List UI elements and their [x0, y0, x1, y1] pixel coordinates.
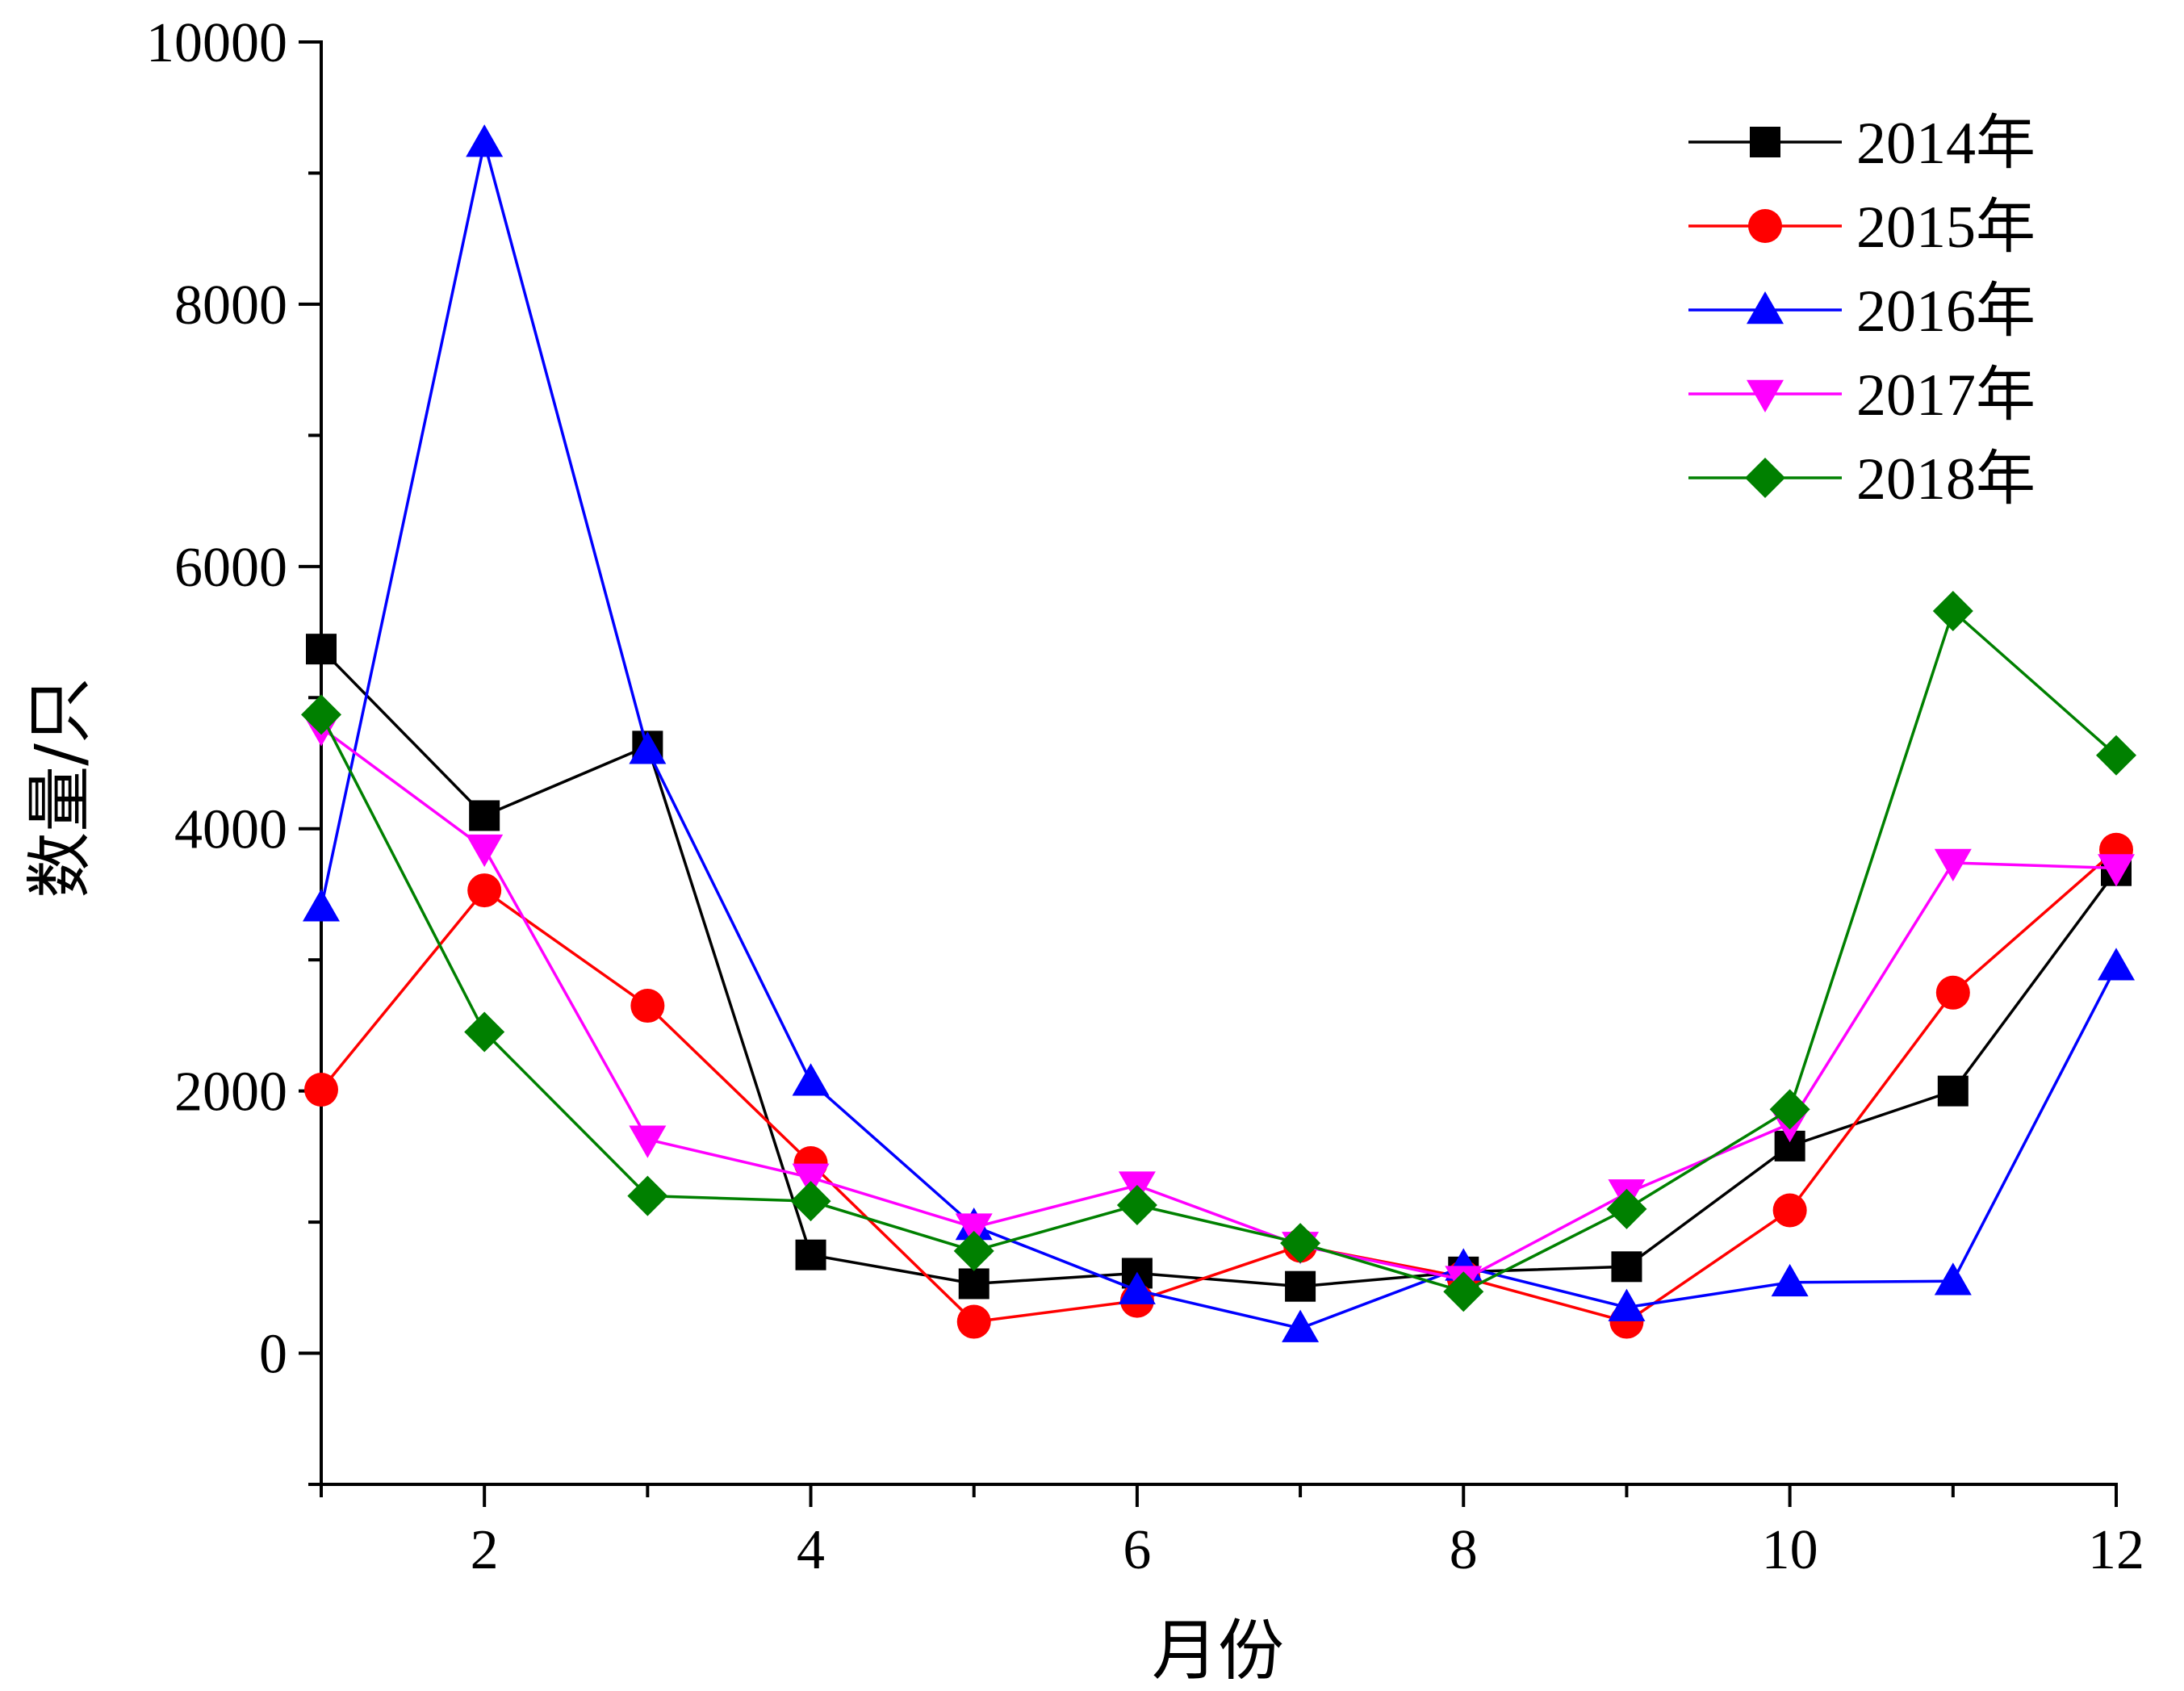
- x-tick-label: 4: [797, 1519, 825, 1581]
- data-point: [1769, 1089, 1810, 1130]
- data-point: [1608, 1288, 1646, 1321]
- y-axis-title: 数量/只: [22, 677, 98, 898]
- data-point: [1443, 1271, 1484, 1312]
- data-point: [464, 1011, 505, 1053]
- data-point: [790, 1181, 831, 1222]
- x-tick-label: 12: [2088, 1519, 2144, 1581]
- legend-label: 2017年: [1856, 362, 2035, 429]
- data-point: [2096, 735, 2136, 776]
- data-point: [1280, 1223, 1321, 1264]
- data-point: [792, 1063, 830, 1096]
- y-tick-label: 0: [259, 1324, 287, 1386]
- axes: 0 2000 4000 6000 8000 10000 2 4 6 8 10 12: [146, 12, 2144, 1581]
- legend-label: 2018年: [1856, 446, 2035, 513]
- y-tick-label: 8000: [174, 274, 287, 337]
- series-5: [301, 591, 2136, 1312]
- data-point: [1932, 591, 1973, 632]
- data-point: [956, 1304, 991, 1339]
- x-tick-label: 10: [1762, 1519, 1818, 1581]
- x-tick-label: 6: [1123, 1519, 1151, 1581]
- series-4: [303, 714, 2135, 1299]
- x-tick-label: 2: [471, 1519, 499, 1581]
- legend-item: 2018年: [1688, 446, 2035, 513]
- y-tick-label: 4000: [174, 799, 287, 861]
- legend-item: 2017年: [1688, 362, 2035, 429]
- data-point: [629, 1125, 667, 1158]
- data-point: [303, 889, 340, 922]
- series-2: [304, 832, 2133, 1339]
- data-point: [953, 1230, 994, 1271]
- data-point: [1934, 1262, 1972, 1295]
- data-point: [466, 834, 504, 868]
- data-point: [1611, 1251, 1642, 1283]
- legend-marker: [1747, 291, 1784, 324]
- series-line: [320, 141, 2118, 1330]
- data-point: [1285, 1270, 1316, 1302]
- data-point: [301, 694, 341, 735]
- data-point: [1935, 975, 1970, 1010]
- legend-marker: [1750, 127, 1780, 157]
- legend-marker: [1747, 379, 1784, 412]
- legend-item: 2015年: [1688, 195, 2035, 261]
- series-3: [303, 124, 2135, 1342]
- series-layer: [301, 124, 2136, 1342]
- legend-item: 2016年: [1688, 278, 2035, 345]
- data-point: [467, 873, 502, 908]
- y-tick-label: 6000: [174, 537, 287, 599]
- series-line: [320, 609, 2118, 1293]
- series-line: [320, 647, 2118, 1288]
- x-tick-label: 8: [1450, 1519, 1478, 1581]
- data-point: [306, 634, 337, 665]
- data-point: [466, 124, 504, 157]
- data-point: [1772, 1193, 1807, 1228]
- data-point: [469, 800, 500, 831]
- legend-label: 2014年: [1856, 111, 2035, 177]
- legend-marker: [1745, 458, 1785, 498]
- series-line: [320, 848, 2118, 1324]
- data-point: [792, 1163, 830, 1196]
- data-point: [1282, 1309, 1320, 1342]
- data-point: [2098, 854, 2135, 887]
- data-point: [627, 1175, 668, 1216]
- legend-item: 2014年: [1688, 111, 2035, 177]
- data-point: [795, 1239, 826, 1270]
- series-line: [320, 726, 2117, 1282]
- legend-marker: [1748, 209, 1782, 243]
- data-point: [1606, 1188, 1647, 1229]
- data-point: [958, 1268, 989, 1300]
- series-1: [306, 634, 2132, 1302]
- x-axis-title: 月份: [1152, 1613, 1284, 1689]
- data-point: [304, 1073, 338, 1107]
- legend-label: 2015年: [1856, 195, 2035, 261]
- y-tick-label: 10000: [146, 12, 287, 74]
- data-point: [1934, 848, 1972, 881]
- data-point: [1937, 1075, 1969, 1107]
- data-point: [955, 1213, 993, 1246]
- data-point: [1116, 1184, 1157, 1225]
- y-tick-label: 2000: [174, 1061, 287, 1124]
- data-point: [630, 989, 665, 1023]
- data-point: [1118, 1271, 1156, 1304]
- data-point: [2098, 948, 2135, 981]
- data-point: [1771, 1263, 1809, 1297]
- legend: 2014年 2015年 2016年 2017年 2018年: [1688, 111, 2035, 513]
- data-point: [629, 731, 667, 764]
- legend-label: 2016年: [1856, 278, 2035, 345]
